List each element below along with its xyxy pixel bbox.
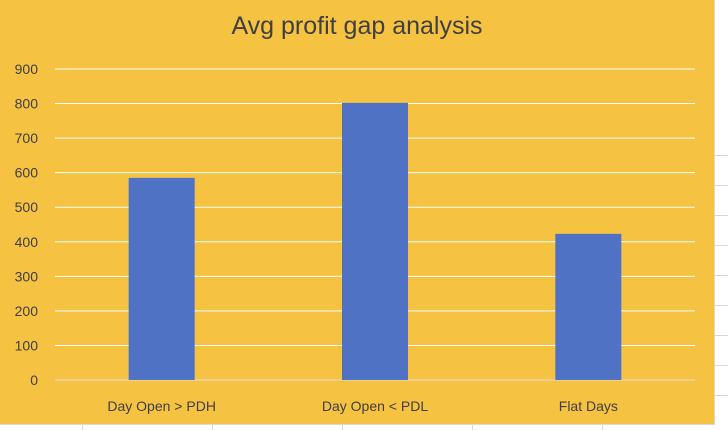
bar [555,233,622,380]
bar [128,177,195,380]
sheet-gridline [715,335,728,336]
y-tick-label: 600 [15,165,39,181]
sheet-gridline [715,305,728,306]
sheet-gridline [715,185,728,186]
sheet-gridline [472,425,473,430]
x-tick-label: Flat Days [559,398,618,414]
sheet-gridline [602,425,603,430]
y-tick-label: 400 [15,234,39,250]
sheet-gridline [715,155,728,156]
chart-area[interactable]: Avg profit gap analysis 0 100 200 300 400 500… [0,0,715,425]
x-tick-label: Day Open < PDL [322,398,428,414]
y-tick-label: 100 [15,337,39,353]
y-tick-label: 900 [15,61,39,77]
x-tick-label: Day Open > PDH [107,398,216,414]
sheet-gridline [715,245,728,246]
sheet-gridline [212,425,213,430]
y-tick-label: 800 [15,96,39,112]
y-tick-label: 300 [15,268,39,284]
chart-title: Avg profit gap analysis [231,12,483,40]
y-tick-label: 700 [15,130,39,146]
sheet-gridline [715,395,728,396]
bar [342,102,408,380]
y-tick-label: 200 [15,303,39,319]
y-tick-label: 500 [15,199,39,215]
sheet-gridline [715,365,728,366]
sheet-gridline [342,425,343,430]
plot-area: 0 100 200 300 400 500 600 700 800 900 Day Open > P… [15,61,695,414]
sheet-gridline [82,425,83,430]
y-tick-label: 0 [30,372,38,388]
sheet-gridline [715,275,728,276]
sheet-gridline [715,215,728,216]
